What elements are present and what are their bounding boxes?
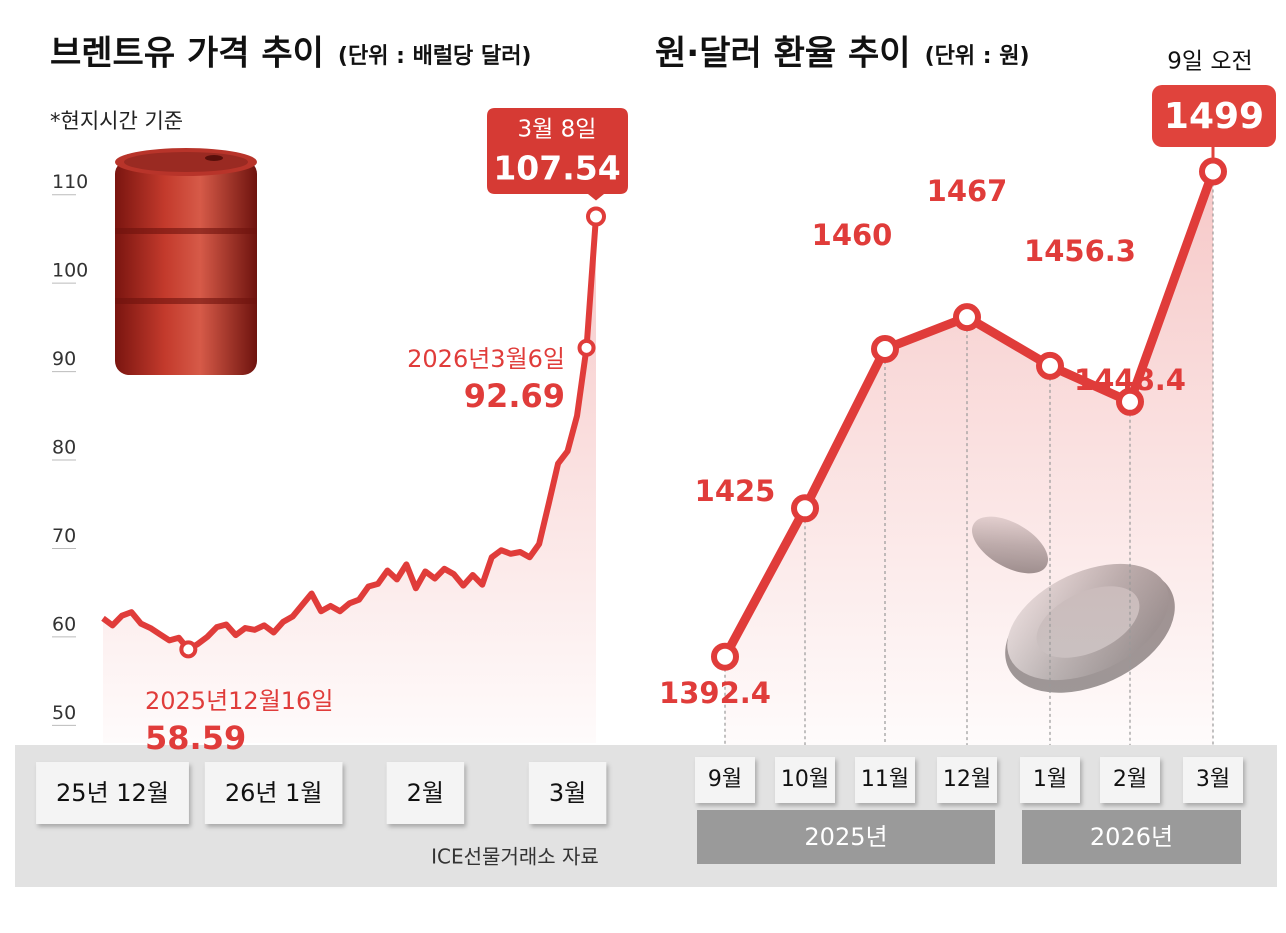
value-label: 1460 [812,218,893,252]
point [953,303,981,332]
y-tick-label: 70 [52,525,76,547]
value-label: 1425 [695,474,776,508]
value-label: 1448.4 [1074,363,1186,397]
callout [487,108,628,201]
x-tick-box [386,762,465,824]
x-tick-label: 26년 1월 [225,779,323,807]
annotation: 3월 8일 [518,117,597,143]
x-tick-box [775,757,835,803]
value-label: 107.54 [493,149,620,188]
x-tick-box [528,762,607,824]
value-label: 58.59 [145,719,246,757]
point [1199,157,1227,186]
group-label: 2026년 [1090,823,1173,851]
x-tick-label: 2월 [1113,767,1147,792]
y-tick-label: 100 [52,260,88,282]
point [871,335,899,363]
callout [1152,85,1276,147]
y-tick-label: 110 [52,171,88,193]
barrel-illustration [115,148,257,375]
point [791,494,819,523]
value-label: 1456.3 [1024,234,1136,268]
annotation: 2026년3월6일 [407,345,565,373]
group-bar [1022,810,1241,864]
x-tick-box [937,757,997,803]
y-tick-label: 90 [52,348,76,370]
x-tick-label: 3월 [1196,767,1230,792]
value-label: 1499 [1164,96,1264,137]
x-tick-label: 11월 [861,767,909,792]
y-tick-label: 60 [52,613,76,635]
x-tick-label: 3월 [549,779,586,807]
area [103,216,596,744]
point [711,642,739,671]
x-tick-box [204,762,343,824]
annotation: 2025년12월16일 [145,687,333,715]
area [725,171,1213,745]
point [586,206,606,227]
chart-subtitle: (단위 : 원) [925,44,1030,69]
value-label: 1467 [927,174,1008,208]
point [179,640,198,659]
x-tick-label: 9월 [708,767,742,792]
note: *현지시간 기준 [50,109,183,133]
group-bar [697,810,995,864]
chart-title: 원·달러 환율 추이 [655,34,911,74]
x-tick-box [1100,757,1160,803]
x-tick-label: 25년 12월 [56,779,169,807]
point [577,338,596,357]
x-tick-box [1020,757,1080,803]
chart-subtitle: (단위 : 배럴당 달러) [338,44,532,69]
x-tick-box [695,757,755,803]
x-tick-box [1183,757,1243,803]
y-tick-label: 80 [52,437,76,459]
point [1036,351,1064,380]
x-tick-box [36,762,189,824]
x-tick-label: 12월 [943,767,991,792]
x-tick-label: 10월 [781,767,829,792]
value-label: 1392.4 [659,676,771,710]
annotation: 9일 오전 [1167,49,1252,75]
value-label: 92.69 [464,377,565,415]
x-tick-label: 2월 [407,779,444,807]
chart-title: 브렌트유 가격 추이 [50,34,324,74]
source: ICE선물거래소 자료 [431,845,599,869]
y-tick-label: 50 [52,702,76,724]
x-tick-label: 1월 [1033,767,1067,792]
point [1116,387,1144,416]
group-label: 2025년 [804,823,887,851]
x-tick-box [855,757,915,803]
